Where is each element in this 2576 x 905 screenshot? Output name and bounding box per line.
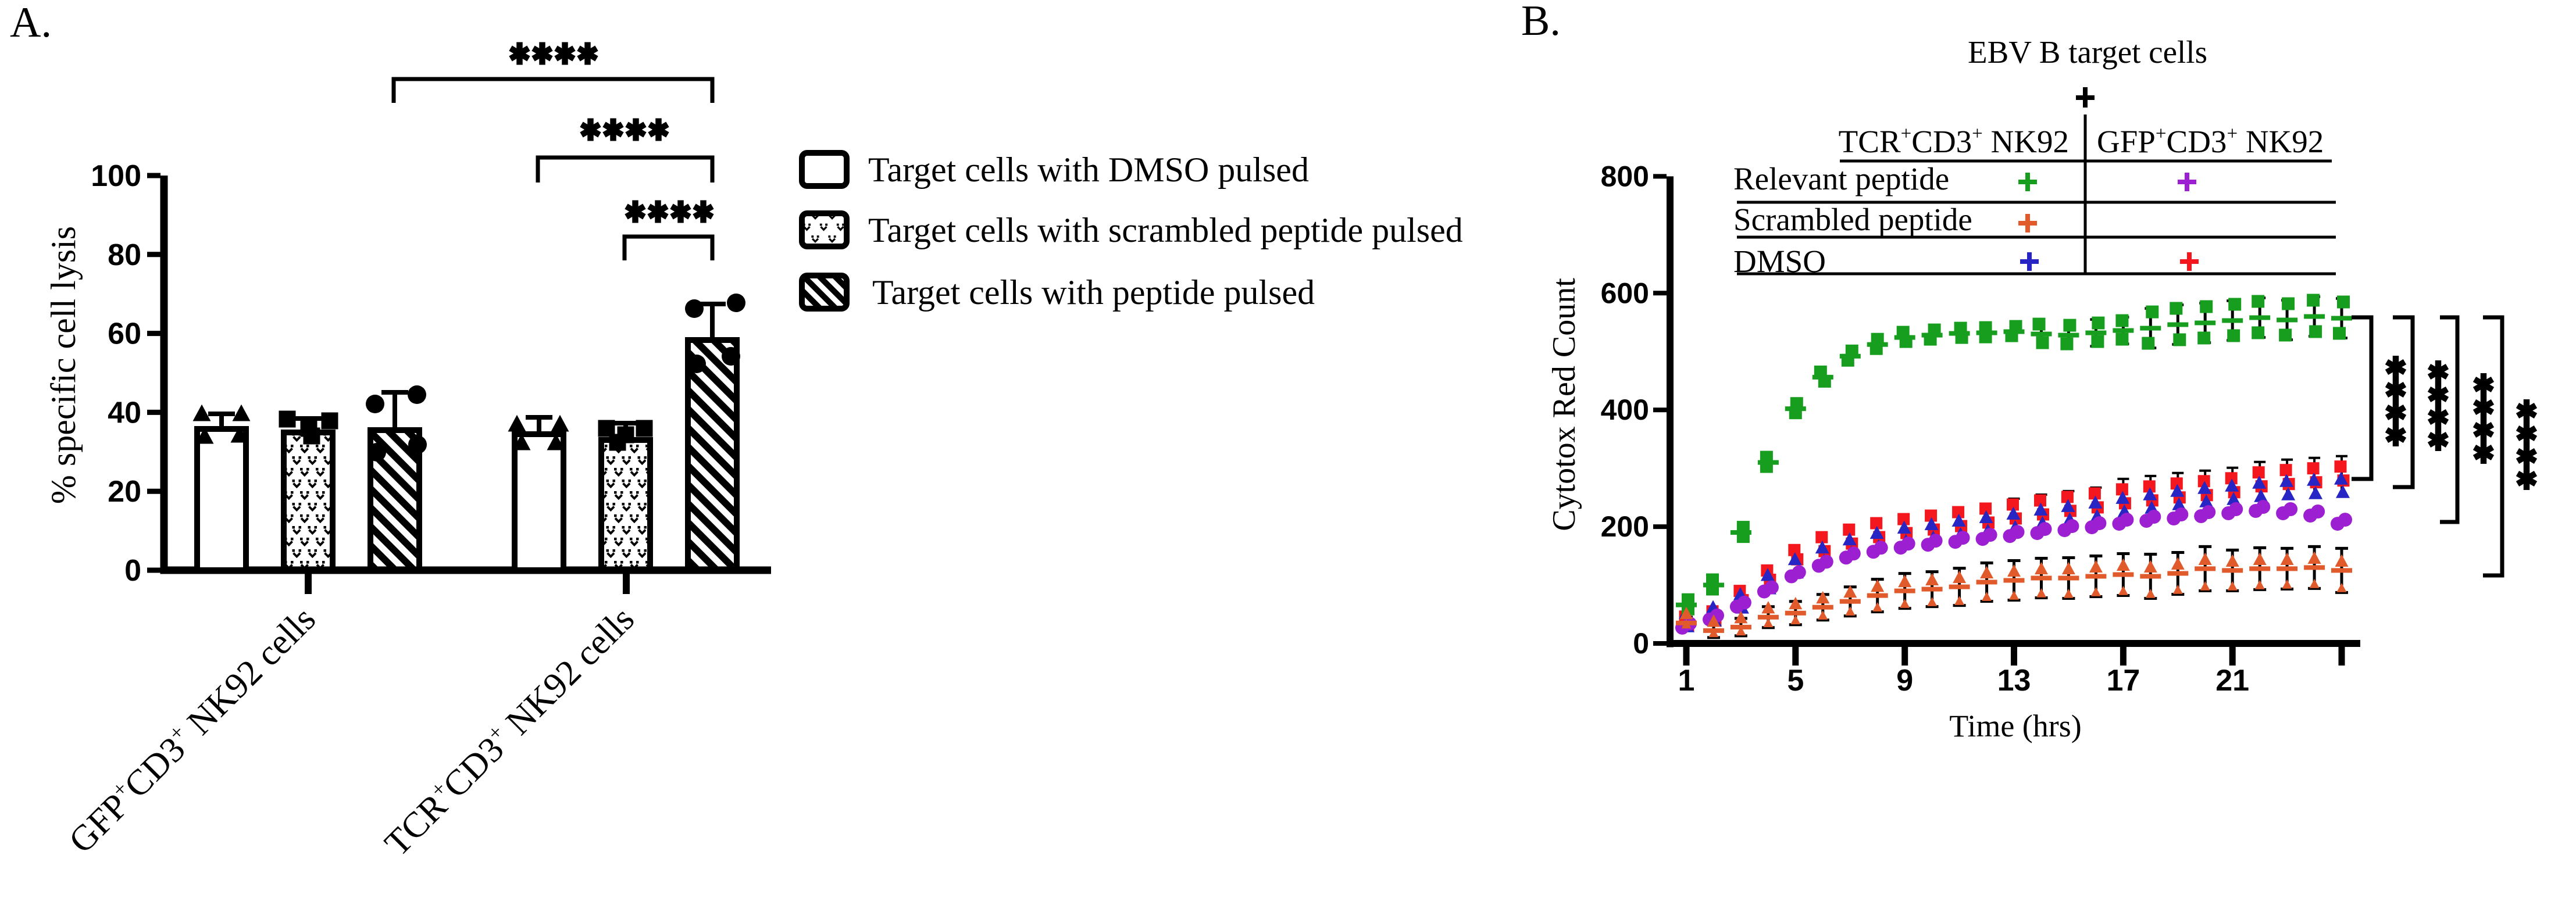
svg-text:Target cells with DMSO pulsed: Target cells with DMSO pulsed (868, 151, 1309, 189)
svg-text:0: 0 (1633, 627, 1649, 660)
svg-text:DMSO: DMSO (1733, 244, 1826, 279)
svg-text:Time (hrs): Time (hrs) (1949, 709, 2082, 743)
svg-text:600: 600 (1601, 277, 1649, 309)
svg-text:200: 200 (1601, 510, 1649, 543)
svg-text:17: 17 (2106, 664, 2140, 697)
svg-text:A.: A. (10, 0, 52, 46)
svg-text:800: 800 (1601, 160, 1649, 192)
svg-text:9: 9 (1896, 664, 1913, 697)
svg-text:13: 13 (1997, 664, 2031, 697)
svg-text:0: 0 (124, 554, 141, 588)
svg-text:Scrambled peptide: Scrambled peptide (1733, 202, 1972, 237)
svg-text:20: 20 (108, 475, 141, 509)
svg-text:Cytotox Red Count: Cytotox Red Count (1546, 278, 1582, 531)
svg-text:TCR+CD3+ NK92: TCR+CD3+ NK92 (1839, 123, 2069, 159)
svg-text:Target cells with peptide puls: Target cells with peptide pulsed (872, 273, 1315, 312)
svg-text:EBV B target cells: EBV B target cells (1968, 34, 2207, 70)
svg-text:5: 5 (1787, 664, 1804, 697)
svg-text:GFP+CD3+ NK92: GFP+CD3+ NK92 (2097, 123, 2324, 159)
svg-text:Target cells with scrambled pe: Target cells with scrambled peptide puls… (868, 211, 1463, 249)
svg-text:400: 400 (1601, 394, 1649, 426)
svg-text:Relevant peptide: Relevant peptide (1733, 161, 1949, 196)
svg-text:1: 1 (1678, 664, 1695, 697)
svg-text:21: 21 (2215, 664, 2249, 697)
svg-text:B.: B. (1521, 0, 1561, 45)
svg-text:100: 100 (91, 159, 141, 193)
svg-text:80: 80 (108, 238, 141, 272)
svg-text:60: 60 (108, 317, 141, 351)
svg-text:40: 40 (108, 396, 141, 430)
svg-text:% specific cell lysis: % specific cell lysis (44, 226, 83, 504)
